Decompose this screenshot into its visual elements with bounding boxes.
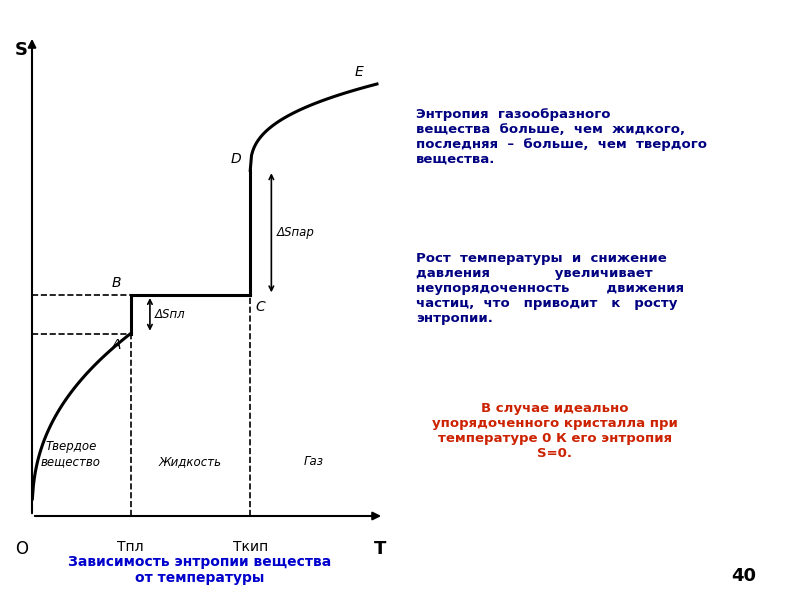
Text: D: D xyxy=(231,152,242,166)
Text: 40: 40 xyxy=(731,567,757,585)
Text: E: E xyxy=(355,65,364,79)
Text: Энтропия  газообразного
вещества  больше,  чем  жидкого,
последняя  –  больше,  : Энтропия газообразного вещества больше, … xyxy=(416,108,707,166)
Text: Жидкость: Жидкость xyxy=(159,455,222,468)
Text: ΔSпар: ΔSпар xyxy=(277,226,314,239)
Text: B: B xyxy=(112,277,122,290)
Text: ΔSпл: ΔSпл xyxy=(155,308,186,321)
Text: Зависимость энтропии вещества
от температуры: Зависимость энтропии вещества от темпера… xyxy=(68,555,332,585)
Text: Ткип: Ткип xyxy=(233,540,268,554)
Text: Рост  температуры  и  снижение
давления              увеличивает
неупорядоченнос: Рост температуры и снижение давления уве… xyxy=(416,252,684,325)
Text: T: T xyxy=(374,540,386,558)
Text: В случае идеально
упорядоченного кристалла при
температуре 0 К его энтропия
S=0.: В случае идеально упорядоченного кристал… xyxy=(432,402,678,460)
Text: S: S xyxy=(15,41,28,59)
Text: C: C xyxy=(255,300,266,314)
Text: Газ: Газ xyxy=(304,455,323,468)
Text: Твердое
вещество: Твердое вещество xyxy=(41,440,101,468)
Text: O: O xyxy=(15,540,28,558)
Text: A: A xyxy=(112,338,122,352)
Text: Тпл: Тпл xyxy=(118,540,144,554)
